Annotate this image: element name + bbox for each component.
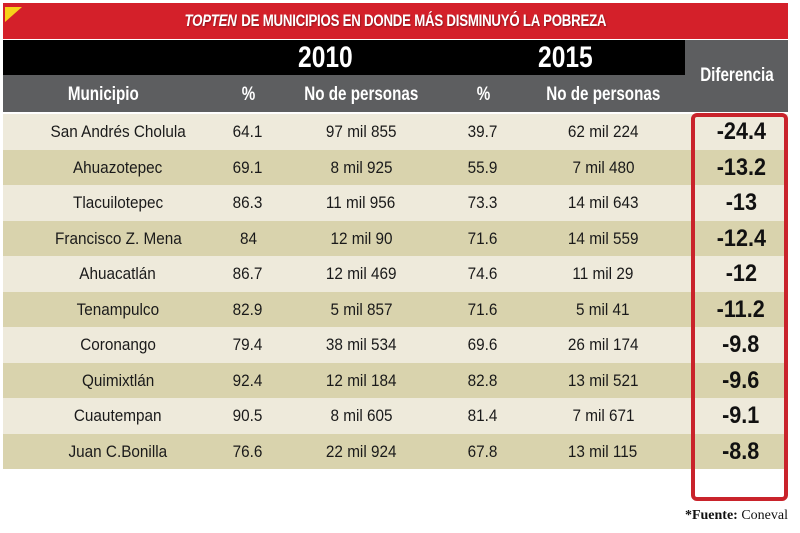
year-header-row [3,40,685,75]
pct-2015-cell: 67.8 [468,441,498,461]
municipio-cell: Juan C.Bonilla [68,441,168,461]
personas-2015-cell: 14 mil 643 [567,193,639,212]
pct-2010-cell: 86.7 [233,264,263,283]
municipio-cell: San Andrés Cholula [50,122,186,141]
pct-2015-cell: 69.6 [468,335,498,354]
pct-2010-cell: 69.1 [233,157,263,177]
municipio-cell: Francisco Z. Mena [54,228,182,248]
title-text: DE MUNICIPIOS EN DONDE MÁS DISMINUYÓ LA … [241,11,607,30]
pct-2015-cell: 71.6 [468,228,498,248]
table-body: San Andrés Cholula 64.1 97 mil 855 39.7 62 m… [3,114,788,469]
personas-2015-cell: 62 mil 224 [567,122,639,141]
personas-2010-header: No de personas [303,84,419,105]
pct-2010-header: % [241,84,255,105]
pct-2010-cell: 86.3 [233,193,263,212]
personas-2010-cell: 8 mil 605 [329,406,393,425]
table-row: Ahuacatlán 86.7 12 mil 469 74.6 11 mil 29 -12 [3,256,788,292]
table-row: Quimixtlán 92.4 12 mil 184 82.8 13 mil 521 -9… [3,362,788,398]
yellow-triangle-icon [5,7,22,22]
municipio-cell: Coronango [80,335,156,354]
municipio-cell: Tenampulco [76,299,160,319]
pct-2010-cell: 64.1 [233,122,263,141]
table-row: Coronango 79.4 38 mil 534 69.6 26 mil 174 -9.… [3,327,788,363]
personas-2015-cell: 7 mil 671 [571,406,635,425]
title-bar: TOPTEN DE MUNICIPIOS EN DONDE MÁS DISMINU… [3,3,788,39]
diferencia-cell: -12.4 [716,224,766,252]
personas-2010-cell: 12 mil 469 [325,264,397,283]
personas-2010-cell: 22 mil 924 [325,441,397,461]
pct-2015-cell: 39.7 [468,122,498,141]
table-row: San Andrés Cholula 64.1 97 mil 855 39.7 62 m… [3,114,788,150]
pct-2015-cell: 74.6 [468,264,498,283]
pct-2010-cell: 79.4 [233,335,263,354]
personas-2015-cell: 11 mil 29 [572,264,634,283]
personas-2010-cell: 5 mil 857 [329,299,393,319]
table-row: Francisco Z. Mena 84 12 mil 90 71.6 14 mil 5… [3,220,788,256]
personas-2015-header: No de personas [545,84,661,105]
municipio-cell: Ahuazotepec [73,157,163,177]
personas-2010-cell: 12 mil 90 [329,228,393,248]
municipio-cell: Tlacuilotepec [72,193,164,212]
title-emphasis: TOPTEN [184,11,237,30]
year-2010-header: 2010 [297,41,353,74]
pct-2010-cell: 76.6 [233,441,263,461]
personas-2010-cell: 38 mil 534 [325,335,397,354]
source-label: *Fuente: [684,508,738,523]
personas-2010-cell: 97 mil 855 [325,122,397,141]
pct-2010-cell: 92.4 [233,370,263,390]
diferencia-cell: -9.1 [722,402,760,429]
pct-2015-cell: 81.4 [468,406,498,425]
diferencia-header: Diferencia [685,40,788,112]
diferencia-cell: -8.8 [722,437,760,465]
diferencia-cell: -12 [725,260,757,287]
diferencia-cell: -13.2 [716,153,766,181]
personas-2015-cell: 5 mil 41 [576,299,630,319]
pct-2015-header: % [476,84,490,105]
diferencia-cell: -24.4 [716,118,766,145]
page-title: TOPTEN DE MUNICIPIOS EN DONDE MÁS DISMINU… [185,11,607,31]
personas-2015-cell: 13 mil 115 [568,441,638,461]
personas-2010-cell: 11 mil 956 [326,193,396,212]
pct-2015-cell: 73.3 [468,193,498,212]
year-2015-header: 2015 [537,41,593,74]
municipio-header: Municipio [67,84,139,105]
table-row: Tenampulco 82.9 5 mil 857 71.6 5 mil 41 -11.2 [3,291,788,327]
pct-2010-cell: 84 [239,228,257,248]
diferencia-cell: -9.6 [722,366,760,394]
pct-2010-cell: 90.5 [233,406,263,425]
personas-2015-cell: 14 mil 559 [567,228,639,248]
table-row: Tlacuilotepec 86.3 11 mil 956 73.3 14 mil 64… [3,185,788,221]
diferencia-cell: -9.8 [722,331,760,358]
pct-2015-cell: 82.8 [468,370,498,390]
diferencia-cell: -13 [725,189,757,216]
pct-2010-cell: 82.9 [233,299,263,319]
source-note: *Fuente: Coneval [685,508,788,524]
personas-2010-cell: 12 mil 184 [325,370,397,390]
personas-2015-cell: 7 mil 480 [571,157,635,177]
source-value: Coneval [741,508,788,523]
pct-2015-cell: 71.6 [468,299,498,319]
municipio-cell: Cuautempan [74,406,162,425]
column-header-row [3,75,685,112]
table-row: Juan C.Bonilla 76.6 22 mil 924 67.8 13 mil 1… [3,433,788,469]
table-row: Ahuazotepec 69.1 8 mil 925 55.9 7 mil 480 -13… [3,149,788,185]
personas-2015-cell: 13 mil 521 [567,370,639,390]
municipio-cell: Quimixtlán [81,370,155,390]
pct-2015-cell: 55.9 [468,157,498,177]
municipio-cell: Ahuacatlán [79,264,157,283]
personas-2015-cell: 26 mil 174 [567,335,639,354]
diferencia-cell: -11.2 [716,295,766,323]
table-row: Cuautempan 90.5 8 mil 605 81.4 7 mil 671 -9.1 [3,398,788,434]
personas-2010-cell: 8 mil 925 [329,157,393,177]
